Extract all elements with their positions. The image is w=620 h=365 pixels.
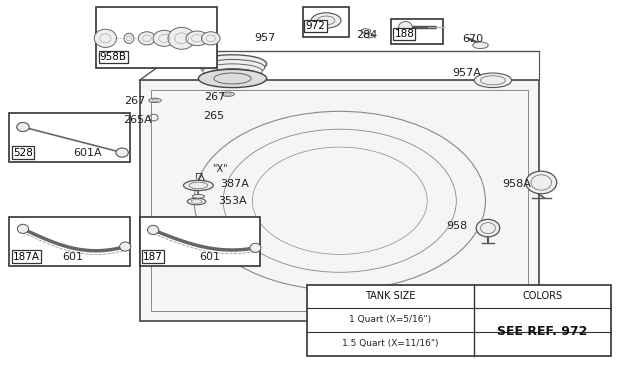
Polygon shape — [140, 80, 539, 321]
Text: 601: 601 — [200, 252, 221, 262]
Ellipse shape — [361, 29, 371, 33]
Ellipse shape — [202, 32, 220, 45]
Text: 958: 958 — [446, 221, 467, 231]
Text: 670: 670 — [462, 34, 483, 44]
Text: COLORS: COLORS — [522, 291, 562, 301]
Ellipse shape — [138, 32, 156, 45]
Text: 387A: 387A — [220, 179, 249, 189]
Ellipse shape — [184, 180, 213, 191]
Text: 265A: 265A — [123, 115, 151, 125]
Text: 958A: 958A — [502, 179, 531, 189]
Ellipse shape — [153, 30, 175, 46]
Text: 265: 265 — [203, 111, 224, 121]
Text: 188: 188 — [394, 29, 414, 39]
Text: 1.5 Quart (X=11/16"): 1.5 Quart (X=11/16") — [342, 339, 439, 348]
Ellipse shape — [472, 42, 489, 49]
Ellipse shape — [364, 34, 374, 38]
Bar — [307, 285, 611, 356]
Bar — [140, 217, 260, 266]
Ellipse shape — [476, 219, 500, 237]
Ellipse shape — [311, 13, 341, 28]
Text: 267: 267 — [124, 96, 145, 107]
Ellipse shape — [206, 69, 259, 81]
Bar — [9, 217, 130, 266]
Ellipse shape — [250, 243, 261, 253]
Text: 1 Quart (X=5/16"): 1 Quart (X=5/16") — [350, 315, 432, 324]
Ellipse shape — [186, 31, 208, 46]
Text: 353A: 353A — [218, 196, 247, 206]
Ellipse shape — [192, 195, 205, 198]
Ellipse shape — [200, 59, 265, 76]
Ellipse shape — [203, 64, 262, 78]
Ellipse shape — [187, 198, 206, 205]
Text: 957: 957 — [254, 33, 275, 43]
Bar — [303, 7, 349, 36]
Text: SEE REF. 972: SEE REF. 972 — [497, 325, 588, 338]
Ellipse shape — [198, 55, 267, 73]
Text: eReplacementParts.com: eReplacementParts.com — [241, 172, 385, 185]
Ellipse shape — [94, 29, 117, 47]
Ellipse shape — [149, 98, 161, 103]
Text: 528: 528 — [13, 148, 33, 158]
Text: 957A: 957A — [453, 68, 482, 78]
Ellipse shape — [116, 148, 128, 157]
Text: 267: 267 — [205, 92, 226, 102]
Text: "X": "X" — [212, 164, 228, 174]
Ellipse shape — [120, 242, 131, 251]
Text: 187: 187 — [143, 252, 163, 262]
Bar — [9, 113, 130, 162]
Ellipse shape — [474, 73, 512, 88]
Ellipse shape — [209, 73, 256, 84]
Text: 187A: 187A — [13, 252, 40, 262]
Ellipse shape — [198, 69, 267, 88]
Text: 958B: 958B — [100, 52, 127, 62]
Text: 601A: 601A — [73, 147, 102, 158]
Bar — [96, 7, 217, 68]
Text: 601: 601 — [62, 252, 83, 262]
Ellipse shape — [168, 27, 195, 49]
Bar — [391, 19, 443, 44]
Text: 284: 284 — [356, 30, 378, 40]
Ellipse shape — [124, 33, 134, 43]
Ellipse shape — [222, 92, 234, 96]
Ellipse shape — [17, 224, 29, 234]
Ellipse shape — [399, 22, 412, 32]
Ellipse shape — [148, 225, 159, 234]
Text: TANK SIZE: TANK SIZE — [365, 291, 415, 301]
Ellipse shape — [526, 171, 557, 194]
Text: 972: 972 — [306, 21, 326, 31]
Ellipse shape — [17, 122, 29, 131]
